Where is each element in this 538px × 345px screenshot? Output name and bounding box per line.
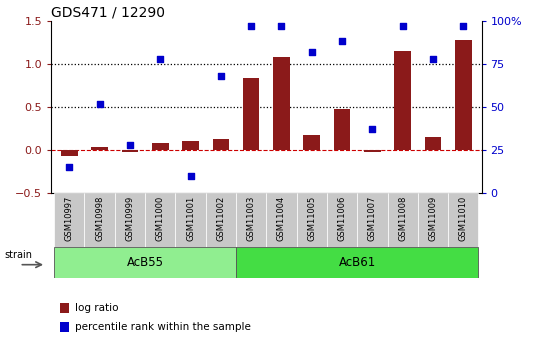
Bar — [387, 193, 418, 247]
Text: log ratio: log ratio — [75, 303, 118, 313]
Text: GSM11004: GSM11004 — [277, 196, 286, 241]
Point — [277, 23, 286, 29]
Bar — [60, 322, 69, 332]
Text: GSM11010: GSM11010 — [459, 196, 468, 241]
Text: strain: strain — [4, 250, 32, 260]
Point — [247, 23, 256, 29]
Point — [216, 73, 225, 79]
Bar — [175, 193, 206, 247]
Bar — [296, 193, 327, 247]
Bar — [236, 193, 266, 247]
Text: percentile rank within the sample: percentile rank within the sample — [75, 322, 251, 332]
Bar — [54, 193, 84, 247]
Text: GSM10997: GSM10997 — [65, 196, 74, 241]
Bar — [115, 193, 145, 247]
Point — [95, 101, 104, 106]
Point — [368, 127, 377, 132]
Bar — [145, 193, 175, 247]
Bar — [303, 135, 320, 150]
Bar — [273, 57, 290, 150]
Text: GSM11009: GSM11009 — [428, 196, 437, 241]
Text: GSM11002: GSM11002 — [216, 196, 225, 241]
Bar — [61, 150, 77, 156]
Point — [308, 49, 316, 55]
Bar — [394, 51, 411, 150]
Text: GSM10998: GSM10998 — [95, 196, 104, 241]
Text: GSM11000: GSM11000 — [155, 196, 165, 241]
Bar — [182, 141, 199, 150]
Bar — [455, 40, 472, 150]
Text: GSM10999: GSM10999 — [125, 196, 134, 241]
Point — [399, 23, 407, 29]
Point — [156, 56, 165, 61]
Bar — [60, 303, 69, 313]
Text: GSM11003: GSM11003 — [246, 196, 256, 241]
Bar — [448, 193, 478, 247]
Text: GSM11007: GSM11007 — [368, 196, 377, 241]
Text: AcB55: AcB55 — [126, 256, 164, 269]
Point — [429, 56, 437, 61]
Bar — [424, 137, 441, 150]
Bar — [243, 79, 259, 150]
Bar — [84, 193, 115, 247]
Bar — [327, 193, 357, 247]
Bar — [266, 193, 296, 247]
Text: GSM11001: GSM11001 — [186, 196, 195, 241]
Bar — [213, 139, 229, 150]
Text: GSM11005: GSM11005 — [307, 196, 316, 241]
Point — [338, 39, 346, 44]
Bar — [418, 193, 448, 247]
Text: GSM11008: GSM11008 — [398, 196, 407, 241]
Bar — [357, 193, 387, 247]
Bar — [206, 193, 236, 247]
Bar — [236, 247, 478, 278]
Bar — [54, 247, 236, 278]
Text: AcB61: AcB61 — [338, 256, 376, 269]
Point — [125, 142, 134, 148]
Bar — [91, 148, 108, 150]
Point — [186, 173, 195, 179]
Bar — [334, 109, 350, 150]
Bar — [364, 150, 381, 152]
Point — [65, 165, 74, 170]
Bar — [122, 150, 138, 152]
Text: GSM11006: GSM11006 — [337, 196, 346, 241]
Point — [459, 23, 468, 29]
Bar — [152, 143, 168, 150]
Text: GDS471 / 12290: GDS471 / 12290 — [51, 6, 165, 20]
